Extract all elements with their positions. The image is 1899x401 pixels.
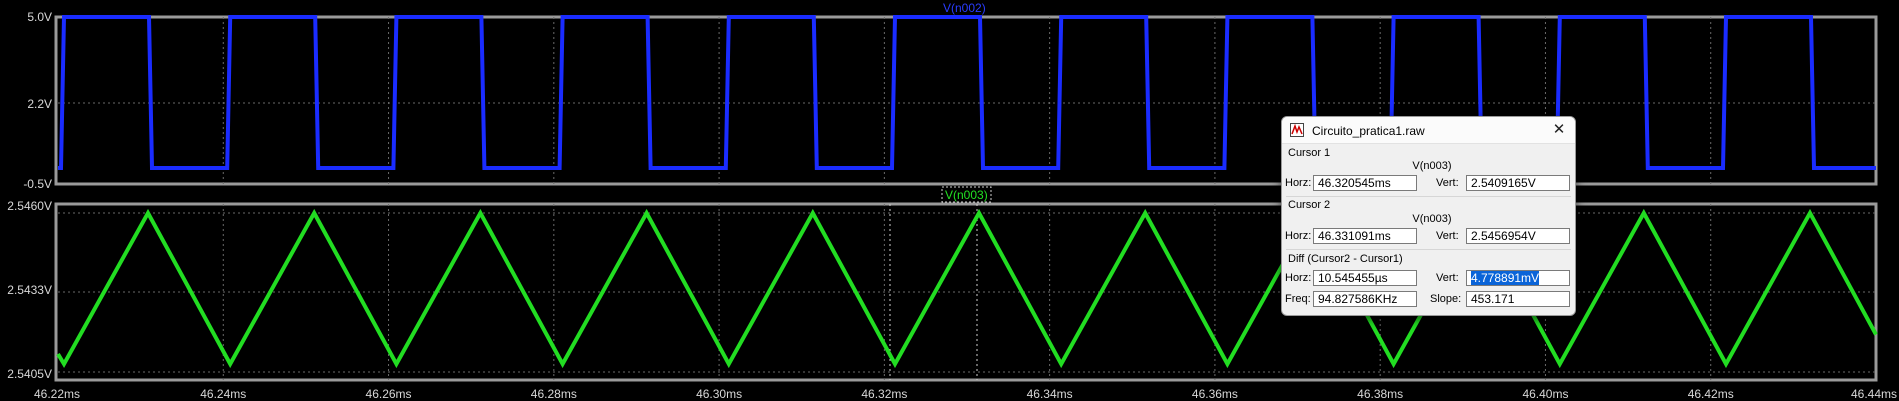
dialog-titlebar[interactable]: Circuito_pratica1.raw ✕ bbox=[1282, 117, 1575, 144]
trace-n002 bbox=[58, 15, 1876, 170]
cursor1-signal: V(n003) bbox=[1412, 160, 1452, 172]
trace-label-n003-box bbox=[941, 186, 992, 203]
x-tick-label: 46.32ms bbox=[861, 387, 907, 401]
separator bbox=[1286, 196, 1571, 197]
trace-n003 bbox=[56, 208, 1878, 369]
cursor1-label: Cursor 1 bbox=[1288, 147, 1331, 159]
diff-vert-field[interactable]: 4.778891mV bbox=[1466, 270, 1570, 286]
ltspice-icon bbox=[1290, 123, 1304, 137]
diff-vert-label: Vert: bbox=[1436, 272, 1459, 284]
slope-field[interactable]: 453.171 bbox=[1466, 291, 1570, 307]
cursor2-vert-label: Vert: bbox=[1436, 230, 1459, 242]
cursor2-horz-field[interactable]: 46.331091ms bbox=[1313, 228, 1417, 244]
y-tick-top-2: -0.5V bbox=[23, 177, 52, 191]
close-icon[interactable]: ✕ bbox=[1552, 121, 1566, 138]
trace-label-n002[interactable]: V(n002) bbox=[943, 1, 986, 15]
cursor1-vert-label: Vert: bbox=[1436, 177, 1459, 189]
diff-horz-label: Horz: bbox=[1285, 272, 1312, 284]
cursor2-label: Cursor 2 bbox=[1288, 199, 1331, 211]
freq-field[interactable]: 94.827586KHz bbox=[1313, 291, 1417, 307]
x-tick-label: 46.34ms bbox=[1027, 387, 1073, 401]
slope-label: Slope: bbox=[1430, 293, 1462, 305]
x-tick-label: 46.22ms bbox=[34, 387, 80, 401]
x-tick-label: 46.42ms bbox=[1688, 387, 1734, 401]
dialog-title: Circuito_pratica1.raw bbox=[1312, 124, 1425, 138]
y-tick-bottom-2: 2.5405V bbox=[7, 367, 52, 381]
y-tick-top-0: 5.0V bbox=[27, 10, 52, 24]
cursor2-signal: V(n003) bbox=[1412, 213, 1452, 225]
cursor-dialog[interactable]: Circuito_pratica1.raw ✕ Cursor 1 V(n003)… bbox=[1281, 116, 1576, 316]
freq-label: Freq: bbox=[1285, 293, 1311, 305]
cursor1-vert-field[interactable]: 2.5409165V bbox=[1466, 175, 1570, 191]
separator bbox=[1286, 249, 1571, 250]
y-tick-bottom-0: 2.5460V bbox=[7, 199, 52, 213]
x-tick-label: 46.26ms bbox=[366, 387, 412, 401]
x-tick-label: 46.40ms bbox=[1522, 387, 1568, 401]
x-tick-label: 46.44ms bbox=[1851, 387, 1897, 401]
x-tick-label: 46.38ms bbox=[1357, 387, 1403, 401]
cursor1-horz-label: Horz: bbox=[1285, 177, 1312, 189]
cursor2-vert-field[interactable]: 2.5456954V bbox=[1466, 228, 1570, 244]
diff-horz-field[interactable]: 10.545455µs bbox=[1313, 270, 1417, 286]
x-tick-label: 46.30ms bbox=[696, 387, 742, 401]
y-tick-top-1: 2.2V bbox=[27, 97, 52, 111]
bottom-plot-frame bbox=[54, 202, 1878, 382]
cursor1-horz-field[interactable]: 46.320545ms bbox=[1313, 175, 1417, 191]
x-axis-ticks: 46.22ms 46.24ms 46.26ms 46.28ms 46.30ms 46.32… bbox=[34, 387, 1897, 401]
top-plot-frame bbox=[54, 15, 1878, 186]
x-tick-label: 46.24ms bbox=[200, 387, 246, 401]
x-tick-label: 46.28ms bbox=[531, 387, 577, 401]
y-tick-bottom-1: 2.5433V bbox=[7, 283, 52, 297]
trace-label-n003[interactable]: V(n003) bbox=[945, 188, 988, 202]
diff-label: Diff (Cursor2 - Cursor1) bbox=[1288, 253, 1403, 265]
x-tick-label: 46.36ms bbox=[1192, 387, 1238, 401]
cursor2-horz-label: Horz: bbox=[1285, 230, 1312, 242]
